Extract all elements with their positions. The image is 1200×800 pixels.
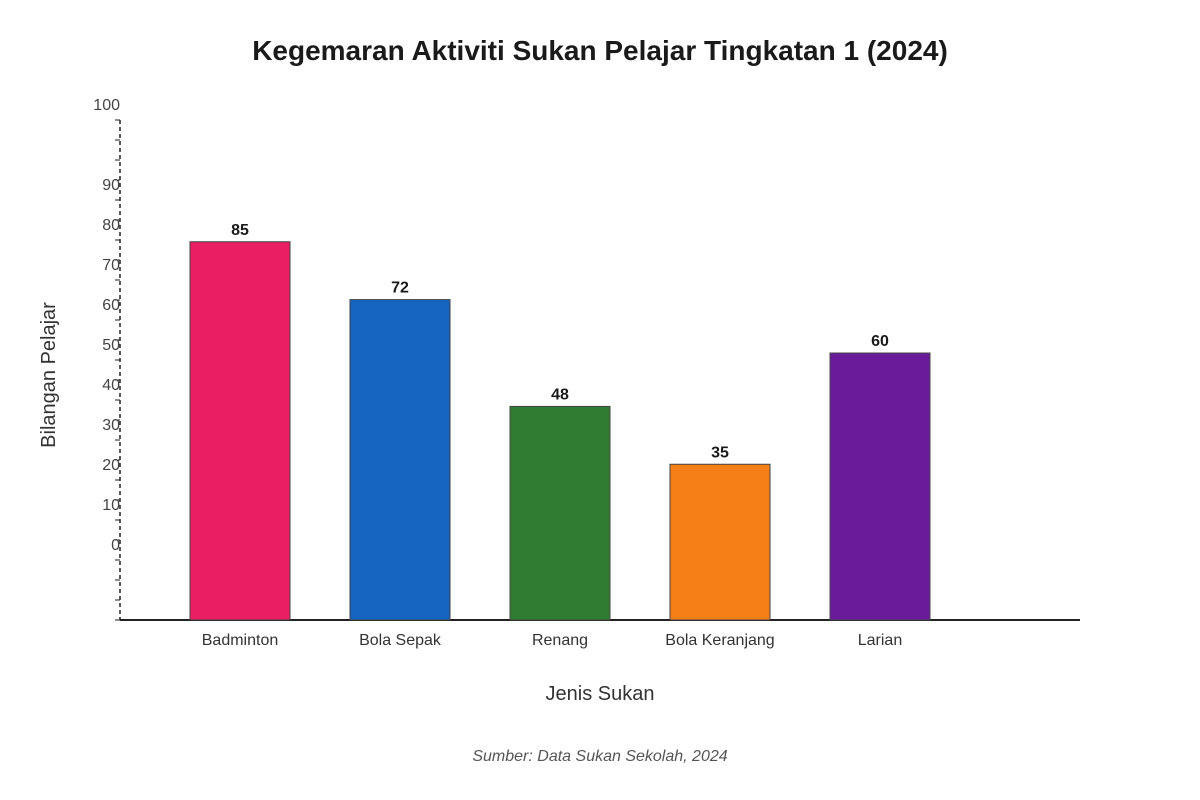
x-tick-label: Bola Sepak bbox=[359, 632, 442, 649]
bar bbox=[669, 463, 771, 621]
y-tick-label: 20 bbox=[102, 457, 120, 474]
y-tick-label: 0 bbox=[111, 537, 120, 554]
bar-value-label: 35 bbox=[711, 444, 729, 461]
x-tick-label: Bola Keranjang bbox=[665, 632, 774, 649]
y-tick-label: 50 bbox=[102, 337, 120, 354]
y-axis-title: Bilangan Pelajar bbox=[38, 302, 60, 448]
value-labels: 85 72 48 35 60 bbox=[231, 222, 889, 462]
x-tick-label: Badminton bbox=[202, 632, 279, 649]
bar-value-label: 48 bbox=[551, 386, 569, 403]
y-tick-label: 10 bbox=[102, 497, 120, 514]
bar bbox=[189, 241, 291, 621]
source-note: Sumber: Data Sukan Sekolah, 2024 bbox=[472, 748, 727, 765]
y-tick-label: 30 bbox=[102, 417, 120, 434]
bar bbox=[829, 352, 931, 621]
bars bbox=[189, 241, 931, 621]
y-tick-label: 60 bbox=[102, 297, 120, 314]
category-labels: Badminton Bola Sepak Renang Bola Keranjang L… bbox=[202, 632, 902, 649]
x-tick-label: Larian bbox=[858, 632, 902, 649]
x-axis-title: Jenis Sukan bbox=[546, 683, 655, 705]
chart-title: Kegemaran Aktiviti Sukan Pelajar Tingkat… bbox=[252, 35, 948, 66]
y-ticks bbox=[115, 119, 120, 621]
y-tick-label: 70 bbox=[102, 257, 120, 274]
y-tick-label: 80 bbox=[102, 217, 120, 234]
bar-value-label: 72 bbox=[391, 280, 409, 297]
bar bbox=[349, 299, 451, 621]
bar-value-label: 85 bbox=[231, 222, 249, 239]
bar-value-label: 60 bbox=[871, 333, 889, 350]
y-tick-label: 100 bbox=[93, 97, 120, 114]
y-tick-label: 40 bbox=[102, 377, 120, 394]
x-tick-label: Renang bbox=[532, 632, 588, 649]
bar bbox=[509, 405, 611, 621]
y-tick-label: 90 bbox=[102, 177, 120, 194]
